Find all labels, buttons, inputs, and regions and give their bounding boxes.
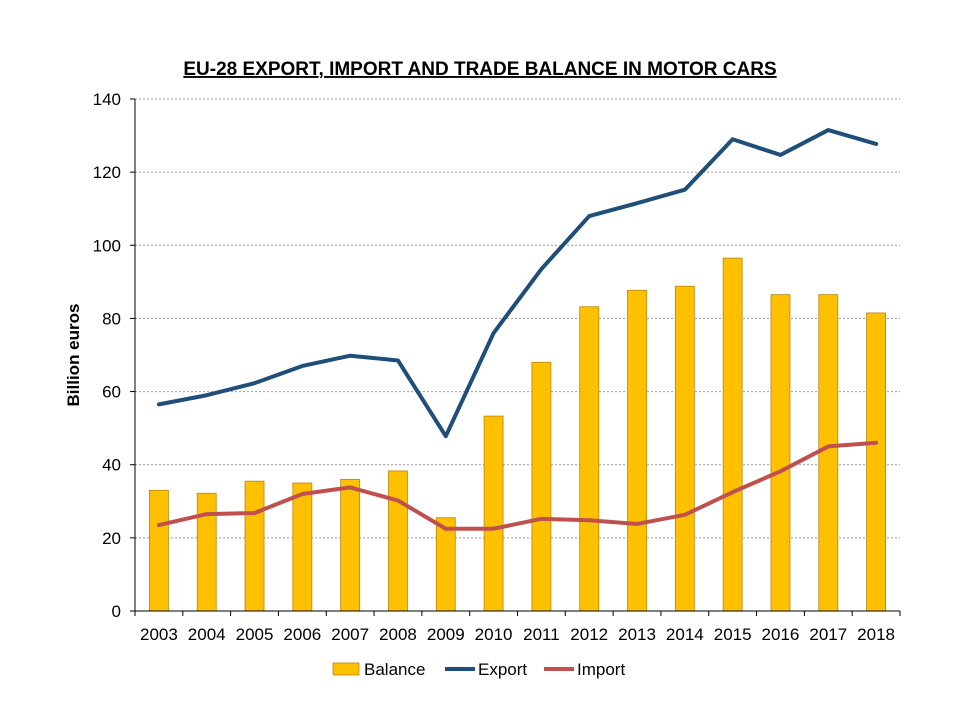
x-tick-label: 2014 <box>666 625 704 644</box>
x-tick-label: 2017 <box>809 625 847 644</box>
legend-item-export: Export <box>445 660 527 679</box>
legend-item-balance: Balance <box>332 660 425 679</box>
y-tick-label: 100 <box>93 236 121 255</box>
balance-bars <box>149 257 886 612</box>
x-tick-label: 2018 <box>857 625 895 644</box>
chart-title: EU-28 EXPORT, IMPORT AND TRADE BALANCE I… <box>183 59 776 80</box>
x-tick-label: 2010 <box>475 625 513 644</box>
bar-balance-2011 <box>531 361 552 612</box>
x-tick-label: 2013 <box>618 625 656 644</box>
line-import <box>156 440 879 531</box>
bar-balance-2010 <box>483 415 504 612</box>
bar-balance-2013 <box>627 289 647 612</box>
bar-balance-2017 <box>818 294 839 612</box>
x-tick-label: 2004 <box>188 625 226 644</box>
y-tick-label: 20 <box>102 529 121 548</box>
x-tick-label: 2003 <box>140 625 178 644</box>
series-lines <box>156 128 879 531</box>
bar-balance-2016 <box>770 294 791 612</box>
y-tick-label: 0 <box>112 602 121 621</box>
bar-balance-2014 <box>674 285 695 612</box>
line-export <box>156 128 879 439</box>
legend-label: Export <box>478 660 527 679</box>
y-tick-label: 80 <box>102 309 121 328</box>
x-tick-label: 2007 <box>331 625 369 644</box>
legend: Balance Export Import <box>332 660 625 679</box>
bar-balance-2015 <box>722 257 743 612</box>
x-tick-label: 2009 <box>427 625 465 644</box>
bar-balance-2018 <box>866 312 886 612</box>
y-axis-label: Billion euros <box>64 304 83 407</box>
x-tick-label: 2011 <box>523 625 560 644</box>
bar-balance-2003 <box>149 489 169 612</box>
bar-balance-2007 <box>340 478 361 612</box>
bar-balance-2008 <box>388 470 408 612</box>
legend-item-import: Import <box>544 660 625 679</box>
y-tick-labels: 0 20 40 60 80 100 120 140 <box>93 90 121 621</box>
y-tick-label: 140 <box>93 90 121 109</box>
x-tick-label: 2005 <box>236 625 274 644</box>
bar-balance-2009 <box>435 517 456 612</box>
x-tick-label: 2016 <box>762 625 800 644</box>
legend-label: Balance <box>364 660 425 679</box>
x-tick-labels: 2003 2004 2005 2006 2007 2008 2009 2010 2011 2012… <box>140 625 895 644</box>
x-tick-label: 2015 <box>714 625 752 644</box>
y-tick-label: 60 <box>102 383 121 402</box>
bar-balance-2006 <box>292 482 313 612</box>
x-tick-label: 2008 <box>379 625 417 644</box>
bar-balance-2012 <box>579 306 600 612</box>
axes <box>130 98 901 616</box>
legend-swatch <box>332 662 360 676</box>
bar-balance-2004 <box>196 492 217 612</box>
x-tick-label: 2006 <box>283 625 321 644</box>
y-tick-label: 120 <box>93 163 121 182</box>
y-tick-label: 40 <box>102 456 121 475</box>
legend-label: Import <box>577 660 625 679</box>
bar-balance-2005 <box>244 480 265 612</box>
x-tick-label: 2012 <box>570 625 608 644</box>
